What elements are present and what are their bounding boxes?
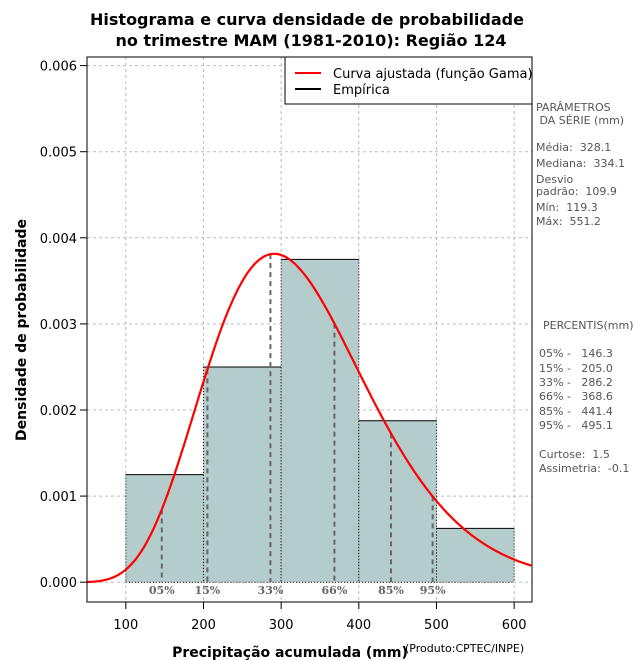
percentil-85: 85% - 441.4 bbox=[539, 405, 613, 418]
param-min: Mín: 119.3 bbox=[536, 201, 598, 214]
histogram-bars bbox=[125, 258, 515, 583]
percentile-label: 05% bbox=[149, 584, 175, 597]
credit-text: (Produto:CPTEC/INPE) bbox=[405, 642, 524, 655]
x-tick-label: 200 bbox=[191, 618, 216, 633]
y-tick-label: 0.001 bbox=[40, 490, 77, 505]
y-axis-label: Densidade de probabilidade bbox=[14, 219, 30, 441]
x-axis: 100 200 300 400 500 600 bbox=[113, 602, 527, 633]
y-tick-label: 0.005 bbox=[40, 146, 77, 161]
y-tick-label: 0.002 bbox=[40, 404, 77, 419]
param-sd-label: Desvio bbox=[536, 173, 574, 186]
x-tick-label: 400 bbox=[346, 618, 371, 633]
percentil-05: 05% - 146.3 bbox=[539, 347, 613, 360]
y-tick-label: 0.004 bbox=[40, 232, 77, 247]
histogram-bar bbox=[358, 420, 437, 583]
kurtosis: Curtose: 1.5 bbox=[539, 448, 610, 461]
fitted-curve-group bbox=[86, 252, 532, 584]
histogram-bar bbox=[281, 259, 359, 583]
percentile-lines: 05% 15% 33% 66% 85% 95% bbox=[149, 254, 446, 597]
param-sd: padrão: 109.9 bbox=[536, 185, 617, 198]
x-axis-label: Precipitação acumulada (mm) bbox=[172, 645, 408, 660]
y-tick-label: 0.000 bbox=[40, 576, 77, 591]
params-title-1: PARÂMETROS bbox=[536, 101, 611, 114]
fitted-curve bbox=[86, 252, 532, 584]
skewness: Assimetria: -0.1 bbox=[539, 462, 629, 475]
chart-title-line-1: Histograma e curva densidade de probabil… bbox=[90, 10, 524, 29]
x-tick-label: 500 bbox=[424, 618, 449, 633]
percentil-66: 66% - 368.6 bbox=[539, 390, 613, 403]
side-panel: PARÂMETROS DA SÉRIE (mm) Média: 328.1 Me… bbox=[536, 101, 634, 475]
percentile-label: 85% bbox=[378, 584, 404, 597]
x-tick-label: 100 bbox=[113, 618, 138, 633]
legend-label-empirical: Empírica bbox=[333, 83, 390, 98]
percentis-title: PERCENTIS(mm) bbox=[543, 319, 634, 332]
param-mean: Média: 328.1 bbox=[536, 141, 611, 154]
percentil-95: 95% - 495.1 bbox=[539, 419, 613, 432]
percentil-33: 33% - 286.2 bbox=[539, 376, 613, 389]
percentile-label: 15% bbox=[194, 584, 220, 597]
param-max: Máx: 551.2 bbox=[536, 215, 601, 228]
percentile-label: 95% bbox=[420, 584, 446, 597]
chart-title-line-2: no trimestre MAM (1981-2010): Região 124 bbox=[116, 31, 507, 50]
x-tick-label: 300 bbox=[269, 618, 294, 633]
histogram-bar bbox=[203, 366, 282, 583]
param-median: Mediana: 334.1 bbox=[536, 157, 625, 170]
percentile-label: 66% bbox=[322, 584, 348, 597]
y-tick-label: 0.003 bbox=[40, 318, 77, 333]
percentile-label: 33% bbox=[258, 584, 284, 597]
params-title-2: DA SÉRIE (mm) bbox=[536, 114, 624, 127]
histogram-bar bbox=[125, 474, 204, 583]
legend-box bbox=[284, 56, 533, 105]
y-tick-label: 0.006 bbox=[40, 60, 77, 75]
x-tick-label: 600 bbox=[502, 618, 527, 633]
legend-label-curve: Curva ajustada (função Gama) bbox=[333, 67, 533, 82]
y-axis: 0.000 0.001 0.002 0.003 0.004 0.005 0.006 bbox=[40, 60, 87, 591]
legend: Curva ajustada (função Gama) Empírica bbox=[284, 56, 533, 105]
percentil-15: 15% - 205.0 bbox=[539, 362, 613, 375]
